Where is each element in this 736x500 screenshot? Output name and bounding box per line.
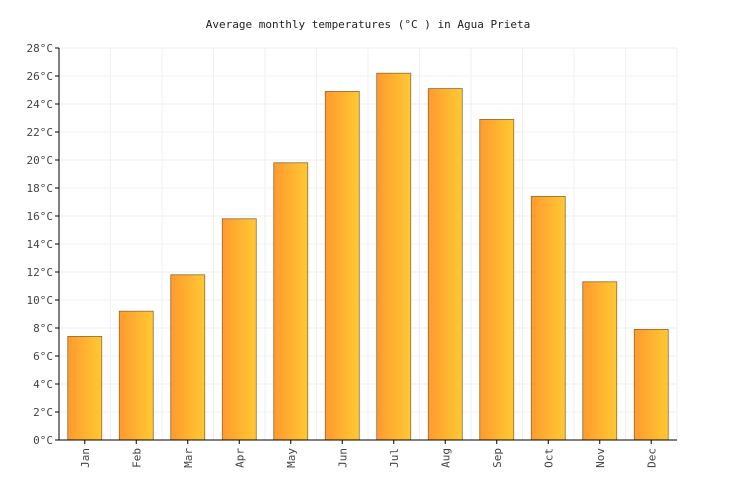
x-axis-ticks: Jan Feb Mar Apr May Jun Jul Aug Sep Oct Nov Dec <box>79 440 658 468</box>
x-tick-label-jun: Jun <box>336 448 349 468</box>
grid-lines <box>58 47 678 441</box>
bar-aug <box>427 88 463 441</box>
y-tick-label: 16°C <box>27 210 54 223</box>
bars <box>67 72 669 441</box>
x-tick-label-apr: Apr <box>233 448 246 468</box>
y-tick-label: 24°C <box>27 98 54 111</box>
y-axis-ticks: 0°C 2°C 4°C 6°C 8°C 10°C 12°C 14°C 16°C 18°C 20°C 2… <box>27 42 59 447</box>
bar-feb <box>118 310 154 441</box>
y-tick-label: 2°C <box>33 406 53 419</box>
bar-dec <box>633 328 669 441</box>
y-tick-label: 26°C <box>27 70 54 83</box>
y-tick-label: 14°C <box>27 238 54 251</box>
x-tick-label-dec: Dec <box>645 448 658 468</box>
y-tick-label: 28°C <box>27 42 54 55</box>
bar-jan <box>67 335 103 441</box>
y-tick-label: 8°C <box>33 322 53 335</box>
bar-mar <box>170 274 206 441</box>
bar-sep <box>479 119 515 441</box>
chart-title: Average monthly temperatures (°C ) in Ag… <box>206 18 531 31</box>
bar-nov <box>582 281 618 441</box>
x-tick-label-oct: Oct <box>542 448 555 468</box>
x-tick-label-may: May <box>285 448 298 468</box>
y-tick-label: 22°C <box>27 126 54 139</box>
x-tick-label-sep: Sep <box>491 448 504 468</box>
y-tick-label: 18°C <box>27 182 54 195</box>
x-tick-label-jul: Jul <box>388 448 401 468</box>
x-tick-label-nov: Nov <box>594 448 607 468</box>
bar-may <box>273 162 309 441</box>
y-tick-label: 4°C <box>33 378 53 391</box>
x-tick-label-aug: Aug <box>439 448 452 468</box>
bar-jul <box>376 72 412 441</box>
x-tick-label-mar: Mar <box>182 448 195 468</box>
x-tick-label-jan: Jan <box>79 448 92 468</box>
bar-jun <box>324 91 360 441</box>
y-tick-label: 20°C <box>27 154 54 167</box>
y-tick-label: 0°C <box>33 434 53 447</box>
bar-oct <box>530 195 566 441</box>
y-tick-label: 12°C <box>27 266 54 279</box>
x-tick-label-feb: Feb <box>130 448 143 468</box>
bar-apr <box>221 218 257 441</box>
y-tick-label: 6°C <box>33 350 53 363</box>
y-tick-label: 10°C <box>27 294 54 307</box>
